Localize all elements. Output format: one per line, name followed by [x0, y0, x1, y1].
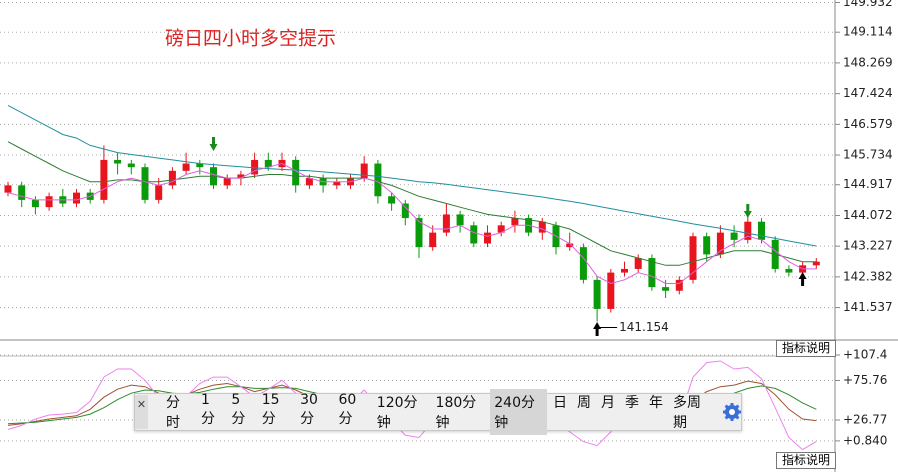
candle-body — [73, 192, 80, 204]
candle-body — [812, 261, 820, 266]
low-label: 141.154 — [619, 320, 669, 334]
candle-body — [237, 174, 245, 179]
candle-body — [566, 243, 574, 248]
period-button[interactable]: 240分钟 — [490, 389, 547, 435]
indicator-line — [7, 104, 817, 247]
indicator-button[interactable]: 指标说明 — [776, 340, 836, 357]
candle-body — [689, 236, 697, 280]
y-tick-label: 144.917 — [843, 177, 893, 191]
candle-body — [360, 163, 368, 179]
candle-body — [305, 178, 313, 186]
candle-body — [223, 178, 231, 186]
candle-body — [4, 185, 12, 193]
candle-body — [579, 247, 587, 280]
candle-body — [634, 258, 642, 269]
candle-body — [31, 199, 39, 208]
candle-body — [196, 163, 204, 168]
period-button[interactable]: 年 — [649, 395, 663, 411]
y-tick-label: +26.77 — [843, 412, 887, 426]
period-button[interactable]: 5分 — [231, 392, 246, 427]
candle-body — [141, 167, 149, 200]
candle-body — [415, 218, 423, 248]
period-button[interactable]: 月 — [601, 395, 615, 411]
period-button[interactable]: 180分钟 — [435, 395, 477, 431]
candle-body — [429, 232, 437, 248]
candle-body — [538, 221, 546, 233]
candle-body — [703, 236, 711, 255]
candle-body — [785, 268, 793, 273]
candle-body — [593, 279, 601, 309]
candle-body — [374, 163, 382, 197]
period-button[interactable]: 30分 — [300, 392, 318, 427]
settings-icon[interactable] — [722, 402, 741, 422]
candle-body — [388, 196, 396, 204]
signal-arrow — [743, 204, 752, 218]
candle-body — [182, 163, 190, 171]
candle-body — [401, 203, 409, 219]
period-button[interactable]: 1分 — [200, 392, 215, 427]
signal-arrow — [209, 137, 218, 151]
close-button[interactable]: ✕ — [135, 395, 149, 429]
candle-body — [648, 258, 656, 288]
period-button[interactable]: 周 — [577, 395, 591, 411]
candle-body — [292, 159, 300, 186]
candle-body — [127, 163, 135, 168]
candle-body — [45, 196, 53, 208]
candle-body — [100, 159, 108, 200]
period-button[interactable]: 日 — [553, 395, 567, 411]
candle-body — [251, 159, 259, 175]
candle-body — [442, 214, 450, 233]
candle-body — [484, 232, 491, 244]
candle-body — [470, 225, 478, 244]
y-tick-label: 145.734 — [843, 148, 893, 162]
y-tick-label: 148.269 — [843, 55, 893, 69]
period-button[interactable]: 60分 — [338, 392, 357, 427]
candle-body — [497, 225, 505, 233]
candle-body — [730, 232, 738, 240]
period-toolbar: ✕ 分时 1分 5分 15分 30分 60分 120分钟 180分钟 240分钟日周月季年多周期 — [134, 389, 742, 435]
y-tick-label: 149.932 — [843, 0, 893, 9]
period-button[interactable]: 多周期 — [673, 395, 701, 431]
candle-body — [18, 185, 26, 200]
candle-body — [456, 214, 464, 226]
candle-body — [744, 221, 752, 240]
y-tick-label: 147.424 — [843, 86, 893, 100]
period-button[interactable]: 分时 — [166, 395, 181, 431]
y-tick-label: 141.537 — [843, 300, 893, 314]
y-tick-label: 149.114 — [843, 25, 893, 39]
y-tick-label: 142.382 — [843, 269, 893, 283]
y-tick-label: +0.840 — [843, 433, 887, 447]
candle-body — [333, 181, 341, 186]
y-tick-label: 143.227 — [843, 239, 893, 253]
candle-body — [621, 268, 628, 273]
candle-body — [675, 279, 683, 291]
y-tick-label: 146.579 — [843, 117, 893, 131]
candle-body — [607, 272, 615, 309]
period-button[interactable]: 季 — [625, 395, 639, 411]
indicator-line — [7, 162, 817, 285]
candle-body — [264, 159, 272, 168]
period-button[interactable]: 15分 — [261, 392, 280, 427]
chart-title: 磅日四小时多空提示 — [165, 28, 336, 50]
candle-body — [155, 185, 163, 200]
period-list: 分时 1分 5分 15分 30分 60分 120分钟 180分钟 240分钟日周月季年多周期 — [162, 389, 716, 435]
candle-body — [758, 221, 765, 240]
candle-body — [168, 170, 176, 186]
candle-body — [716, 232, 724, 255]
signal-arrow — [798, 272, 807, 286]
candle-body — [662, 287, 670, 291]
signal-arrow — [593, 322, 602, 336]
y-tick-label: +107.4 — [843, 347, 887, 361]
period-button[interactable]: 120分钟 — [376, 395, 418, 431]
indicator-button[interactable]: 指标说明 — [776, 452, 836, 469]
candle-body — [114, 159, 122, 164]
y-tick-label: 144.072 — [843, 208, 893, 222]
candle-body — [511, 218, 519, 226]
y-tick-label: +75.76 — [843, 373, 887, 387]
